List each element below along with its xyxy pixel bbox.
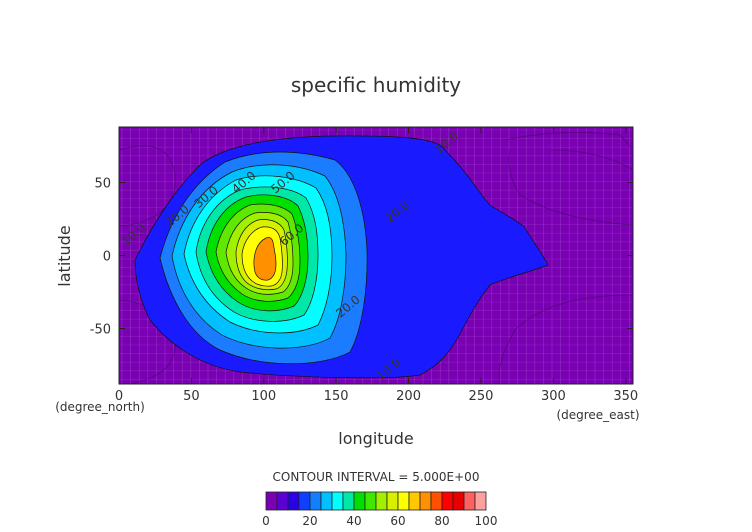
- y-tick-label: -50: [90, 323, 111, 338]
- y-tick-label: 50: [94, 176, 111, 191]
- chart-title: specific humidity: [291, 73, 461, 97]
- y-axis-ticks: -50 0 50: [90, 176, 633, 338]
- colorbar-cell: [309, 491, 322, 511]
- contour-line: [498, 294, 633, 384]
- contour-level-60: [253, 236, 277, 281]
- x-tick-label: 250: [469, 389, 494, 404]
- x-axis-ticks: 0 50 100 150 200 250 300 350: [115, 127, 638, 404]
- colorbar-cell: [298, 491, 311, 511]
- x-tick-label: 300: [541, 389, 566, 404]
- colorbar-tick-label: 20: [302, 514, 317, 528]
- x-axis-unit: (degree_east): [556, 408, 639, 422]
- colorbar-cell: [287, 491, 300, 511]
- colorbar-cell: [441, 491, 454, 511]
- colorbar-cell: [386, 491, 399, 511]
- contour-fields: 10.020.030.040.0 50.060.020.020.010.010.0: [119, 127, 633, 384]
- x-tick-label: 100: [251, 389, 276, 404]
- y-axis-unit: (degree_north): [55, 400, 145, 414]
- contour-line: [508, 149, 633, 226]
- colorbar-cell: [364, 491, 377, 511]
- plot-area: 10.020.030.040.0 50.060.020.020.010.010.0: [118, 126, 634, 385]
- contour-line: [549, 149, 633, 171]
- contour-line: [119, 145, 176, 227]
- colorbar-cell: [265, 491, 278, 511]
- y-tick-label: 0: [103, 250, 111, 265]
- colorbar-cell: [397, 491, 410, 511]
- x-axis-label: longitude: [338, 429, 413, 448]
- colorbar-tick-label: 80: [434, 514, 449, 528]
- colorbar-cell: [408, 491, 421, 511]
- colorbar: [265, 491, 487, 511]
- colorbar-cell: [320, 491, 333, 511]
- x-tick-label: 0: [115, 389, 123, 404]
- colorbar-cell: [342, 491, 355, 511]
- y-axis-label: latitude: [55, 225, 74, 286]
- colorbar-cell: [419, 491, 432, 511]
- colorbar-tick-label: 100: [475, 514, 498, 528]
- colorbar-cell: [276, 491, 289, 511]
- x-tick-label: 50: [183, 389, 200, 404]
- colorbar-cell: [375, 491, 388, 511]
- colorbar-cell: [452, 491, 465, 511]
- contour-interval-label: CONTOUR INTERVAL = 5.000E+00: [273, 470, 480, 484]
- colorbar-cell: [331, 491, 344, 511]
- colorbar-tick-label: 40: [346, 514, 361, 528]
- x-tick-label: 150: [324, 389, 349, 404]
- colorbar-cell: [353, 491, 366, 511]
- colorbar-cell: [474, 491, 487, 511]
- colorbar-ticks: 0 20 40 60 80 100: [262, 514, 497, 528]
- colorbar-cell: [463, 491, 476, 511]
- colorbar-tick-label: 60: [390, 514, 405, 528]
- x-tick-label: 350: [613, 389, 638, 404]
- colorbar-cell: [430, 491, 443, 511]
- x-tick-label: 200: [396, 389, 421, 404]
- contour-line: [504, 132, 633, 151]
- colorbar-tick-label: 0: [262, 514, 270, 528]
